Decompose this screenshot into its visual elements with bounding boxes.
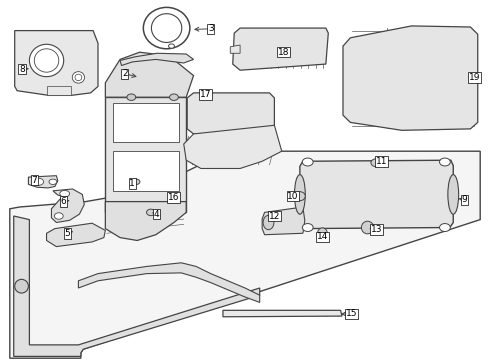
- Ellipse shape: [34, 49, 59, 72]
- Ellipse shape: [440, 224, 450, 231]
- Text: 14: 14: [317, 233, 328, 242]
- Text: 15: 15: [346, 310, 358, 319]
- Ellipse shape: [60, 190, 70, 197]
- Polygon shape: [233, 28, 328, 70]
- Ellipse shape: [263, 215, 274, 230]
- Polygon shape: [28, 176, 58, 188]
- Text: 10: 10: [287, 192, 299, 201]
- Ellipse shape: [371, 159, 382, 167]
- Polygon shape: [120, 53, 194, 66]
- Text: 4: 4: [154, 210, 160, 219]
- Ellipse shape: [29, 44, 64, 77]
- Text: 7: 7: [31, 176, 37, 185]
- Ellipse shape: [73, 72, 85, 83]
- Ellipse shape: [170, 94, 178, 100]
- Polygon shape: [113, 151, 179, 191]
- Ellipse shape: [144, 8, 190, 49]
- Ellipse shape: [75, 74, 82, 81]
- Ellipse shape: [318, 228, 327, 239]
- Ellipse shape: [54, 213, 63, 219]
- Ellipse shape: [169, 44, 174, 48]
- Ellipse shape: [362, 221, 374, 234]
- Text: 13: 13: [370, 225, 382, 234]
- Polygon shape: [184, 125, 282, 168]
- Text: 18: 18: [277, 48, 289, 57]
- Text: 1: 1: [129, 179, 135, 188]
- Text: 19: 19: [468, 73, 480, 82]
- Ellipse shape: [302, 224, 313, 231]
- Ellipse shape: [294, 175, 305, 214]
- Polygon shape: [300, 160, 453, 229]
- Ellipse shape: [127, 94, 136, 100]
- Polygon shape: [47, 86, 71, 95]
- Polygon shape: [230, 45, 240, 53]
- Polygon shape: [113, 103, 179, 142]
- Polygon shape: [343, 26, 478, 130]
- Polygon shape: [15, 31, 98, 95]
- Text: 3: 3: [208, 24, 214, 33]
- Text: 8: 8: [19, 65, 25, 74]
- Ellipse shape: [49, 179, 57, 185]
- Ellipse shape: [448, 175, 459, 214]
- Text: 2: 2: [122, 69, 128, 78]
- Ellipse shape: [294, 192, 305, 201]
- Polygon shape: [187, 93, 274, 134]
- Ellipse shape: [302, 158, 313, 166]
- Polygon shape: [105, 202, 186, 240]
- Polygon shape: [51, 189, 84, 222]
- Polygon shape: [78, 263, 260, 302]
- Text: 12: 12: [269, 212, 280, 220]
- Ellipse shape: [440, 158, 450, 166]
- Ellipse shape: [151, 14, 182, 42]
- Polygon shape: [223, 310, 342, 317]
- Ellipse shape: [147, 209, 155, 216]
- Ellipse shape: [132, 179, 140, 185]
- Ellipse shape: [15, 279, 28, 293]
- Text: 9: 9: [462, 195, 467, 204]
- Polygon shape: [105, 52, 194, 97]
- Text: 11: 11: [375, 157, 387, 166]
- Polygon shape: [262, 207, 305, 235]
- Ellipse shape: [33, 178, 44, 185]
- Text: 16: 16: [168, 193, 180, 202]
- Polygon shape: [14, 216, 260, 356]
- Polygon shape: [105, 97, 186, 212]
- Polygon shape: [47, 223, 105, 247]
- Text: 17: 17: [200, 90, 212, 99]
- Text: 6: 6: [61, 197, 67, 206]
- Text: 5: 5: [65, 229, 71, 238]
- Polygon shape: [10, 151, 480, 358]
